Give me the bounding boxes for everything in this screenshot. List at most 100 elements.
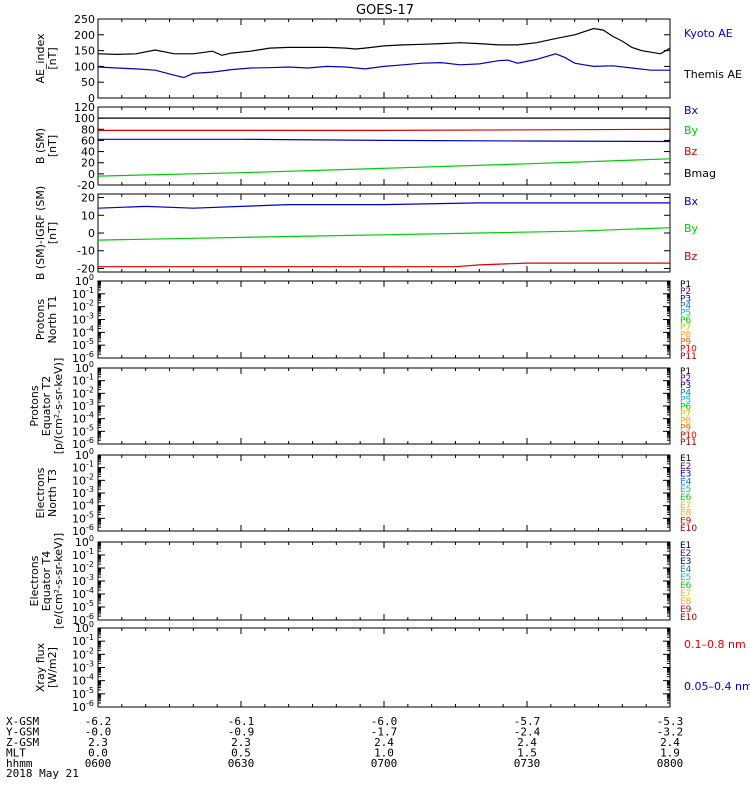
legend-entry: P1 bbox=[680, 280, 691, 290]
footer-value: 0.0 bbox=[88, 747, 108, 760]
y-tick-label: 0 bbox=[88, 168, 95, 181]
legend-entry: E1 bbox=[680, 454, 691, 464]
y-tick-label: 100 bbox=[74, 112, 95, 125]
ephemeris-footer: X-GSM -6.2 -6.1 -6.0 -5.7 -5.3 Y-GSM -0.0 -0.9 -1… bbox=[6, 715, 683, 780]
footer-value: 0700 bbox=[371, 757, 398, 770]
legend-entry: P10 bbox=[680, 345, 697, 355]
y-axis-label: Equator T2 bbox=[40, 376, 53, 436]
footer-value: -3.2 bbox=[657, 726, 684, 739]
panel-frame bbox=[97, 454, 671, 532]
series-line bbox=[98, 138, 671, 143]
legend-entry: P5 bbox=[680, 395, 691, 405]
footer-value: 2.3 bbox=[88, 736, 108, 749]
legend-entry: P7 bbox=[680, 410, 691, 420]
footer-value: 0630 bbox=[228, 757, 255, 770]
legend-entry: P2 bbox=[680, 374, 691, 384]
footer-value: 0800 bbox=[657, 757, 684, 770]
legend-entry: P2 bbox=[680, 287, 691, 297]
footer-value: 2.4 bbox=[374, 736, 394, 749]
legend-entry: E4 bbox=[680, 477, 692, 487]
footer-value: 2.4 bbox=[660, 736, 680, 749]
legend-entry: 0.1–0.8 nm bbox=[684, 638, 746, 651]
footer-row-label: X-GSM bbox=[6, 715, 39, 728]
footer-value: 1.5 bbox=[517, 747, 537, 760]
footer-value: 1.9 bbox=[660, 747, 680, 760]
y-tick-label: 120 bbox=[74, 101, 95, 114]
y-tick-label: 0 bbox=[88, 92, 95, 105]
y-tick-label: -20 bbox=[77, 179, 95, 192]
y-axis-label: Protons bbox=[28, 385, 41, 426]
panel-frame bbox=[97, 193, 671, 273]
y-axis-label: Protons bbox=[34, 299, 47, 340]
y-axis-label: North T1 bbox=[46, 296, 59, 344]
legend-entry: P11 bbox=[680, 352, 697, 362]
legend-entry: E1 bbox=[680, 541, 691, 551]
legend-entry: E8 bbox=[680, 509, 692, 519]
legend-entry: E10 bbox=[680, 613, 697, 623]
legend-entry: E10 bbox=[680, 524, 697, 534]
y-axis-label: Electrons bbox=[34, 467, 47, 518]
y-tick-label: -10 bbox=[77, 245, 95, 258]
legend-entry: E7 bbox=[680, 501, 691, 511]
y-tick-label: 20 bbox=[81, 157, 95, 170]
legend-entry: 0.05–0.4 nm bbox=[684, 680, 750, 693]
series-line bbox=[97, 227, 671, 241]
y-axis-label: [nT] bbox=[46, 135, 59, 157]
y-tick-label: -20 bbox=[77, 262, 95, 275]
legend-entry: Bz bbox=[684, 145, 698, 158]
y-axis-label: [e/(cm²-s-sr-keV)] bbox=[52, 533, 65, 629]
footer-value: 0600 bbox=[85, 757, 112, 770]
legend-entry: P7 bbox=[680, 323, 691, 333]
footer-value: -6.2 bbox=[85, 715, 112, 728]
y-axis-label: [p/(cm²-s-sr-keV)] bbox=[52, 358, 65, 455]
y-tick-label: 80 bbox=[81, 123, 95, 136]
footer-row-label: Z-GSM bbox=[6, 736, 39, 749]
footer-value: -5.3 bbox=[657, 715, 684, 728]
legend-entry: By bbox=[684, 124, 699, 137]
panel-frame bbox=[97, 18, 671, 99]
footer-value: 2.3 bbox=[231, 736, 251, 749]
y-tick-label: 10 bbox=[81, 209, 95, 222]
footer-value: 0730 bbox=[514, 757, 541, 770]
legend-entry: E9 bbox=[680, 605, 692, 615]
panel-frame bbox=[97, 367, 671, 445]
legend-entry: E4 bbox=[680, 565, 692, 575]
legend-entry: E6 bbox=[680, 493, 692, 503]
panel-frame bbox=[97, 280, 671, 359]
footer-value: -0.0 bbox=[85, 726, 112, 739]
legend-entry: Themis AE bbox=[683, 68, 742, 81]
y-axis-label: Electrons bbox=[28, 555, 41, 606]
series-line bbox=[98, 128, 671, 131]
footer-value: -5.7 bbox=[514, 715, 541, 728]
y-axis-label: [nT] bbox=[46, 222, 59, 244]
y-tick-label: 20 bbox=[81, 192, 95, 205]
y-tick-label: 60 bbox=[81, 134, 95, 147]
footer-value: 2.4 bbox=[517, 736, 537, 749]
series-line bbox=[97, 202, 670, 209]
y-axis-label: [W/m2] bbox=[46, 647, 59, 688]
y-tick-label: 250 bbox=[74, 13, 95, 26]
legend-entry: Bx bbox=[684, 195, 699, 208]
series-line bbox=[97, 53, 670, 79]
legend-entry: E3 bbox=[680, 557, 691, 567]
y-axis-label: B (SM)-IGRF (SM) bbox=[34, 186, 47, 280]
legend-entry: E8 bbox=[680, 597, 692, 607]
legend-entry: P3 bbox=[680, 294, 691, 304]
footer-row-label: MLT bbox=[6, 747, 26, 760]
y-tick-label: 50 bbox=[81, 76, 95, 89]
legend-entry: Bz bbox=[684, 250, 698, 263]
legend-entry: E9 bbox=[680, 516, 692, 526]
legend-entry: E6 bbox=[680, 581, 692, 591]
y-tick-label: 10-6 bbox=[72, 699, 94, 714]
legend-entry: E7 bbox=[680, 589, 691, 599]
footer-row-label: hhmm bbox=[6, 757, 33, 770]
y-axis-label: B (SM) bbox=[34, 128, 47, 164]
y-tick-label: 100 bbox=[74, 60, 95, 73]
y-tick-label: 150 bbox=[74, 45, 95, 58]
